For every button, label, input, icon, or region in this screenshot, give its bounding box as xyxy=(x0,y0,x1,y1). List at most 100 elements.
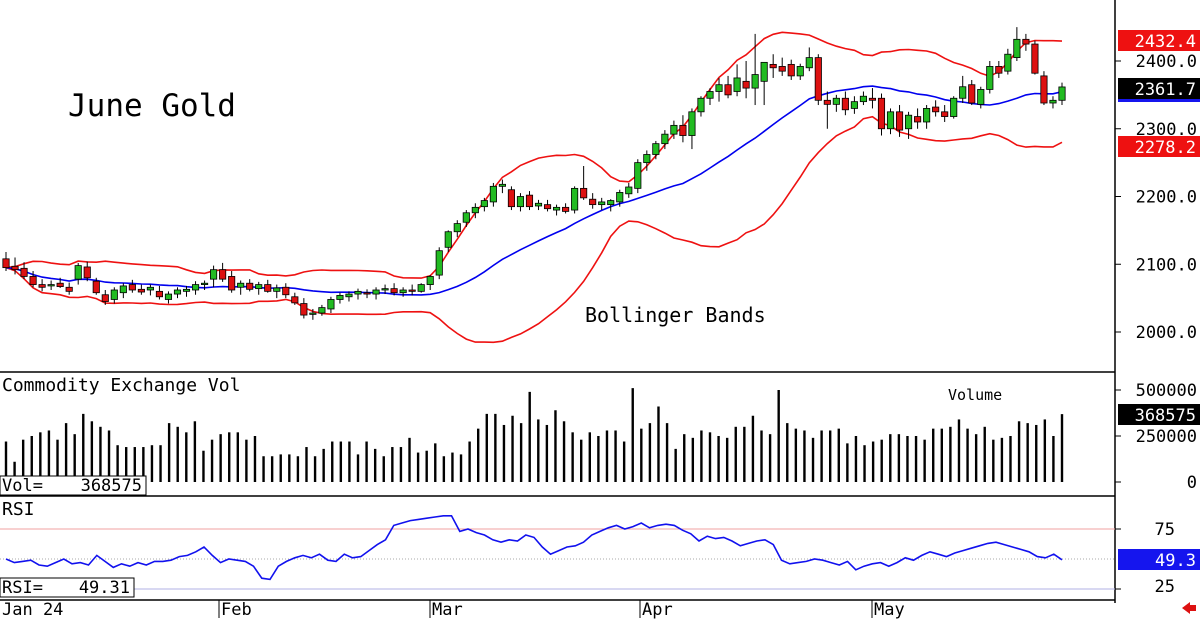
candle xyxy=(453,220,461,238)
candle-body xyxy=(201,282,209,285)
rsi-tick-75: 75 xyxy=(1155,520,1175,540)
candle-body xyxy=(381,288,389,291)
candle-body xyxy=(228,276,236,291)
candle xyxy=(11,257,19,275)
candle xyxy=(543,199,552,212)
candle xyxy=(877,93,886,136)
candle-body xyxy=(715,84,723,92)
candle xyxy=(381,284,389,295)
candle xyxy=(417,283,425,293)
rsi-readout-value: 49.31 xyxy=(79,578,130,598)
candle xyxy=(661,130,669,150)
candle xyxy=(201,280,209,290)
candle-body xyxy=(760,61,768,82)
upper-bollinger-band xyxy=(5,31,1063,279)
rsi-tick-25: 25 xyxy=(1155,577,1175,597)
candle xyxy=(47,280,55,290)
candle xyxy=(977,86,985,109)
candle-body xyxy=(164,293,173,300)
candle-body xyxy=(923,108,931,123)
candle-body xyxy=(480,200,488,208)
candle-body xyxy=(38,284,46,288)
candle xyxy=(210,265,218,288)
candle xyxy=(92,277,100,295)
candle-body xyxy=(56,282,64,288)
candle xyxy=(643,150,651,171)
candle-body xyxy=(571,187,579,211)
candle-body xyxy=(83,266,91,279)
candle xyxy=(553,204,561,216)
candle xyxy=(868,88,877,109)
candle xyxy=(986,61,994,94)
price-tick-label: 2400.0 xyxy=(1136,52,1197,72)
candle xyxy=(787,59,795,80)
candle-body xyxy=(92,280,100,294)
candle xyxy=(895,105,904,137)
volume-panel-title: Commodity Exchange Vol xyxy=(2,375,240,396)
rsi-readout-label: RSI= xyxy=(2,578,43,598)
candle-body xyxy=(796,66,804,77)
candle xyxy=(336,292,344,304)
candle xyxy=(751,33,759,106)
candle-body xyxy=(751,74,759,89)
candle-body xyxy=(525,194,534,208)
candle xyxy=(264,279,272,293)
candle-body xyxy=(534,202,543,207)
volume-last-tag: 368575 xyxy=(1135,406,1196,426)
candle-body xyxy=(886,111,895,130)
candle-body xyxy=(264,284,272,292)
candle xyxy=(534,199,543,211)
candle-body xyxy=(580,187,588,199)
candle-body xyxy=(697,97,705,113)
candle-body xyxy=(914,116,922,123)
candle-body xyxy=(444,231,452,248)
upper-band-tag: 2432.4 xyxy=(1135,32,1196,52)
candle xyxy=(769,54,777,78)
candle xyxy=(950,96,958,119)
candle xyxy=(390,283,398,296)
candle-body xyxy=(498,183,506,187)
volume-bars xyxy=(4,388,1064,482)
scroll-left-arrow-icon[interactable] xyxy=(1182,602,1196,614)
candle-body xyxy=(742,80,750,89)
candle xyxy=(932,100,940,117)
candle-body xyxy=(408,289,416,292)
candle xyxy=(886,108,895,135)
month-label: Mar xyxy=(432,600,463,620)
candle-body xyxy=(318,307,326,314)
candle xyxy=(1040,71,1048,106)
candle xyxy=(182,285,191,297)
candle-body xyxy=(300,303,308,316)
candle-body xyxy=(372,289,380,295)
lower-band-tag-bg xyxy=(1118,136,1200,157)
volume-label: Volume xyxy=(948,386,1002,404)
candle xyxy=(1004,48,1012,75)
candle-body xyxy=(986,66,994,90)
candle-body xyxy=(995,66,1003,74)
candle xyxy=(941,105,949,122)
volume-readout-value: 368575 xyxy=(81,476,142,496)
candle xyxy=(814,54,822,106)
candle xyxy=(219,262,227,282)
candle-body xyxy=(435,250,443,276)
candle xyxy=(309,308,317,320)
candle-body xyxy=(950,97,958,117)
candle-body xyxy=(688,111,696,136)
last-price-tag: 2361.7 xyxy=(1135,80,1196,100)
candle xyxy=(796,63,804,80)
candle-body xyxy=(1013,38,1021,59)
candle xyxy=(83,261,91,282)
candle-body xyxy=(959,86,967,99)
candle-body xyxy=(155,290,163,298)
candle xyxy=(697,96,705,117)
candle-body xyxy=(733,77,741,92)
candle xyxy=(742,61,750,99)
price-tick-label: 2100.0 xyxy=(1136,255,1197,275)
price-tick-label: 2200.0 xyxy=(1136,188,1197,208)
candle xyxy=(318,304,326,316)
lower-bollinger-band xyxy=(5,115,1063,344)
candle xyxy=(408,284,416,296)
candle xyxy=(923,105,931,129)
candle xyxy=(905,111,913,139)
